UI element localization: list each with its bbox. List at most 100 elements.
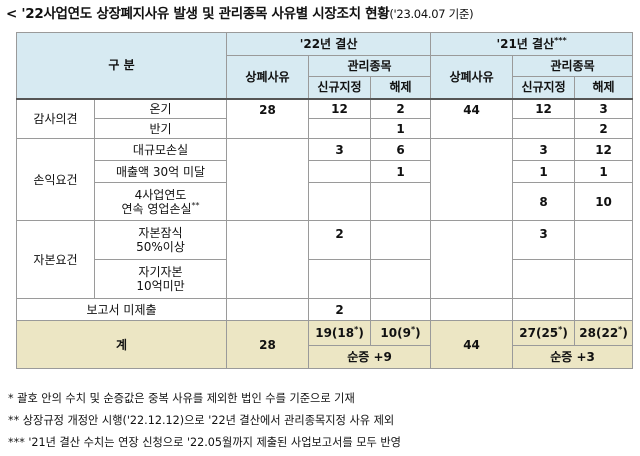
cell-y22-new-report: 2 <box>308 298 372 321</box>
group-profit: 손익요건 <box>16 138 95 221</box>
cell-y22-delist-report <box>226 298 310 321</box>
header-y22-new: 신규지정 <box>308 76 372 99</box>
cell-y21-delist-report <box>430 298 514 321</box>
cell-y21-new-large-loss: 3 <box>512 138 576 161</box>
row-label-large-loss: 대규모손실 <box>93 138 228 161</box>
cell-y22-delist-audit: 28 <box>226 97 310 139</box>
total-y21-release: 28(22*) <box>574 320 634 346</box>
cell-y21-release-large-loss: 12 <box>574 138 634 161</box>
total-y22-new-mark: * <box>354 325 359 334</box>
row-label-op-loss-line1: 4사업연도 <box>134 187 187 202</box>
group-capital: 자본요건 <box>16 220 95 299</box>
table-row-audit-adverse: 감사의견 온기 28 12 2 44 12 3 <box>16 97 634 139</box>
row-label-op-loss: 4사업연도 연속 영업손실** <box>93 182 228 221</box>
total-y22-release: 10(9*) <box>370 320 432 346</box>
row-label-adverse: 온기 <box>93 97 228 119</box>
table-row-net: 순증 +9 순증 +3 <box>17 345 634 369</box>
cell-y21-new-adverse: 12 <box>512 97 576 119</box>
header-y21-release: 해제 <box>574 76 634 99</box>
row-label-impair: 자본잠식 50%이상 <box>93 220 228 260</box>
total-y21-new-paren: ) <box>562 326 568 340</box>
group-audit: 감사의견 <box>16 97 95 139</box>
cell-y21-new-sales: 1 <box>512 160 576 183</box>
row-label-equity-line1: 자기자본 <box>138 265 183 279</box>
table-row-report: 보고서 미제출 2 <box>15 298 634 321</box>
header-row-1: 구 분 '22년 결산 '21년 결산*** <box>15 32 634 99</box>
page-title: < '22사업연도 상장폐지사유 발생 및 관리종목 사유별 시장조치 현황('… <box>6 4 474 24</box>
total-y22-new-paren: ) <box>358 326 364 340</box>
cell-y22-release-report <box>370 298 432 321</box>
row-label-op-loss-line2: 연속 영업손실** <box>95 200 226 216</box>
cell-y22-release-equity <box>370 259 432 299</box>
table-row-sales: 매출액 30억 미달 1 1 1 <box>17 160 634 183</box>
total-y21-new: 27(25*) <box>512 320 576 346</box>
footnote-2: ** 상장규정 개정안 시행('22.12.12)으로 '22년 결산에서 관리… <box>8 414 395 427</box>
table-row-op-loss: 4사업연도 연속 영업손실** 8 10 <box>17 182 634 221</box>
table-row-equity: 자기자본 10억미만 <box>17 259 634 299</box>
total-y22-release-paren: ) <box>415 326 421 340</box>
cell-y22-new-half <box>308 118 372 139</box>
cell-y22-new-adverse: 12 <box>308 97 372 119</box>
title-date: ('23.04.07 기준) <box>389 7 474 21</box>
cell-y22-new-impair: 2 <box>308 220 372 260</box>
total-label: 계 <box>15 320 228 369</box>
market-action-table: 구 분 '22년 결산 '21년 결산*** 상폐사유 관리종목 상폐사유 관리… <box>15 32 634 369</box>
cell-y21-delist-capital <box>430 220 514 299</box>
row-label-op-loss-mark: ** <box>191 200 200 210</box>
cell-y21-release-op-loss: 10 <box>574 182 634 221</box>
total-y21-new-value: 27(25 <box>519 326 559 340</box>
cell-y22-new-op-loss <box>308 182 372 221</box>
total-y21-net: 순증 +3 <box>512 345 634 369</box>
header-y22-release: 해제 <box>370 76 432 99</box>
total-y21-delist: 44 <box>430 320 514 369</box>
row-label-equity: 자기자본 10억미만 <box>93 259 228 299</box>
cell-y21-release-sales: 1 <box>574 160 634 183</box>
header-y22-managed: 관리종목 <box>308 55 432 77</box>
cell-y22-release-sales: 1 <box>370 160 432 183</box>
header-year21-mark: *** <box>554 36 567 45</box>
table-row-total: 계 28 19(18*) 10(9*) 44 27(25*) 28(22*) <box>15 320 634 369</box>
cell-y22-release-impair <box>370 220 432 260</box>
cell-y21-new-report <box>512 298 576 321</box>
cell-y21-release-report <box>574 298 634 321</box>
row-label-op-loss-text: 연속 영업손실 <box>121 201 192 216</box>
total-y22-release-mark: * <box>410 325 416 334</box>
header-y21-managed: 관리종목 <box>512 55 634 77</box>
footnote-3: *** '21년 결산 수치는 연장 신청으로 '22.05월까지 제출된 사업… <box>8 436 401 449</box>
table-row-audit-half: 반기 1 2 <box>17 118 634 139</box>
cell-y22-new-sales <box>308 160 372 183</box>
title-main: '22사업연도 상장폐지사유 발생 및 관리종목 사유별 시장조치 현황 <box>21 6 390 22</box>
title-prefix: < <box>6 6 18 22</box>
cell-y21-new-equity <box>512 259 576 299</box>
table-row-impair: 자본요건 자본잠식 50%이상 2 3 <box>16 220 634 299</box>
row-label-report: 보고서 미제출 <box>15 298 228 321</box>
cell-y22-new-large-loss: 3 <box>308 138 372 161</box>
header-row-2: 상폐사유 관리종목 상폐사유 관리종목 <box>17 55 634 99</box>
row-label-equity-line2: 10억미만 <box>136 279 185 293</box>
footnote-1: * 괄호 안의 수치 및 순증값은 중복 사유를 제외한 법인 수를 기준으로 … <box>8 392 355 405</box>
cell-y22-release-adverse: 2 <box>370 97 432 119</box>
footnotes: * 괄호 안의 수치 및 순증값은 중복 사유를 제외한 법인 수를 기준으로 … <box>8 388 401 454</box>
total-y21-release-paren: ) <box>622 326 628 340</box>
cell-y22-release-op-loss <box>370 182 432 221</box>
cell-y21-new-impair: 3 <box>512 220 576 260</box>
cell-y21-release-impair <box>574 220 634 260</box>
total-y21-release-value: 28(22 <box>579 326 619 340</box>
header-y21-delisting: 상폐사유 <box>430 55 514 99</box>
header-row-3: 신규지정 해제 신규지정 해제 <box>17 76 634 99</box>
row-label-half: 반기 <box>93 118 228 139</box>
cell-y22-release-half: 1 <box>370 118 432 139</box>
cell-y21-new-half <box>512 118 576 139</box>
header-year22: '22년 결산 <box>226 32 432 56</box>
cell-y22-new-equity <box>308 259 372 299</box>
total-y21-release-mark: * <box>618 325 623 334</box>
cell-y21-new-op-loss: 8 <box>512 182 576 221</box>
row-label-impair-line2: 50%이상 <box>136 240 185 254</box>
cell-y21-delist-profit <box>430 138 514 221</box>
cell-y22-delist-capital <box>226 220 310 299</box>
total-y22-new: 19(18*) <box>308 320 372 346</box>
total-y22-release-value: 10(9 <box>380 326 411 340</box>
header-year21-label: '21년 결산 <box>496 37 555 51</box>
cell-y21-release-adverse: 3 <box>574 97 634 119</box>
total-y22-delist: 28 <box>226 320 310 369</box>
